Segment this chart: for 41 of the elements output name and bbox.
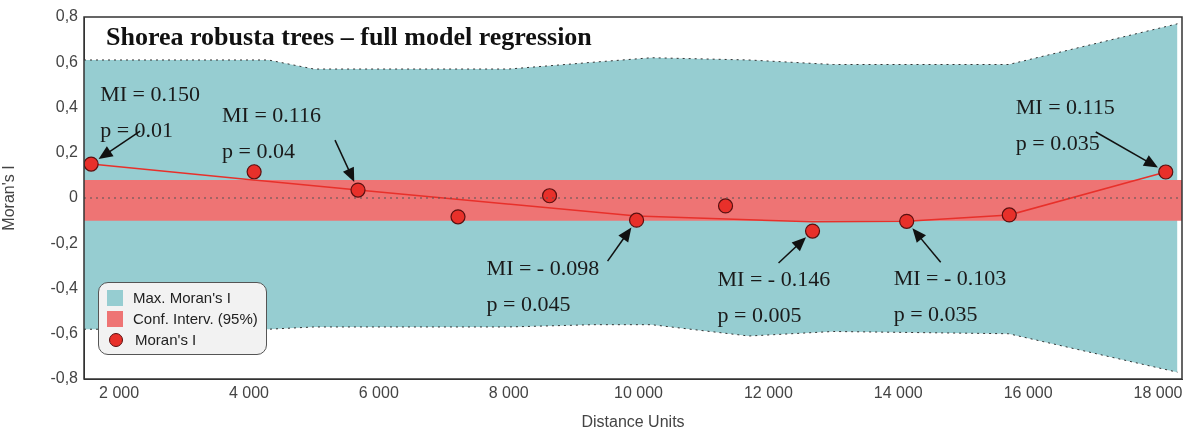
x-tick-label: 14 000 [873, 384, 923, 402]
y-tick-label: -0,8 [50, 369, 79, 387]
x-tick-label: 8 000 [488, 384, 529, 402]
point [804, 223, 821, 239]
x-tick-label: 12 000 [743, 384, 793, 402]
point [350, 182, 366, 198]
x-tick-label: 18 000 [1133, 384, 1183, 402]
annotation: MI = 0.150 p = 0.01 [100, 81, 200, 143]
y-tick-label: -0,4 [50, 278, 79, 296]
point [717, 198, 734, 214]
point [246, 164, 262, 180]
annotation: MI = - 0.146 p = 0.005 [717, 266, 831, 328]
x-axis-title: Distance Units [581, 412, 685, 430]
y-tick-label: 0,2 [55, 143, 79, 161]
y-tick-label: 0,4 [55, 97, 79, 115]
legend-label: Conf. Interv. (95%) [133, 310, 258, 327]
y-tick-label: -0,6 [50, 324, 79, 342]
y-axis-title: Moran's I [0, 165, 18, 231]
x-tick-label: 16 000 [1003, 384, 1053, 402]
legend-label: Max. Moran's I [133, 289, 231, 306]
annotation: MI = 0.116 p = 0.04 [222, 102, 321, 164]
y-tick-label: 0 [69, 188, 79, 206]
point [628, 212, 645, 228]
y-tick-label: 0,6 [55, 52, 79, 70]
y-tick-label: -0,2 [50, 233, 79, 251]
point [84, 156, 99, 172]
x-tick-label: 10 000 [614, 384, 664, 402]
point [541, 188, 558, 204]
point [1158, 164, 1174, 180]
x-tick-label: 2 000 [99, 384, 140, 402]
y-tick-label: 0,8 [55, 7, 79, 25]
annotation: MI = - 0.103 p = 0.035 [893, 265, 1007, 327]
chart-title: Shorea robusta trees – full model regression [106, 22, 593, 51]
annotation: MI = - 0.098 p = 0.045 [486, 255, 600, 317]
x-tick-label: 6 000 [358, 384, 399, 402]
annotation: MI = 0.115 p = 0.035 [1015, 93, 1115, 155]
legend-label: Moran's I [135, 331, 197, 348]
x-tick-label: 4 000 [228, 384, 270, 402]
point [450, 209, 466, 225]
point [1001, 207, 1017, 223]
point [899, 213, 915, 229]
